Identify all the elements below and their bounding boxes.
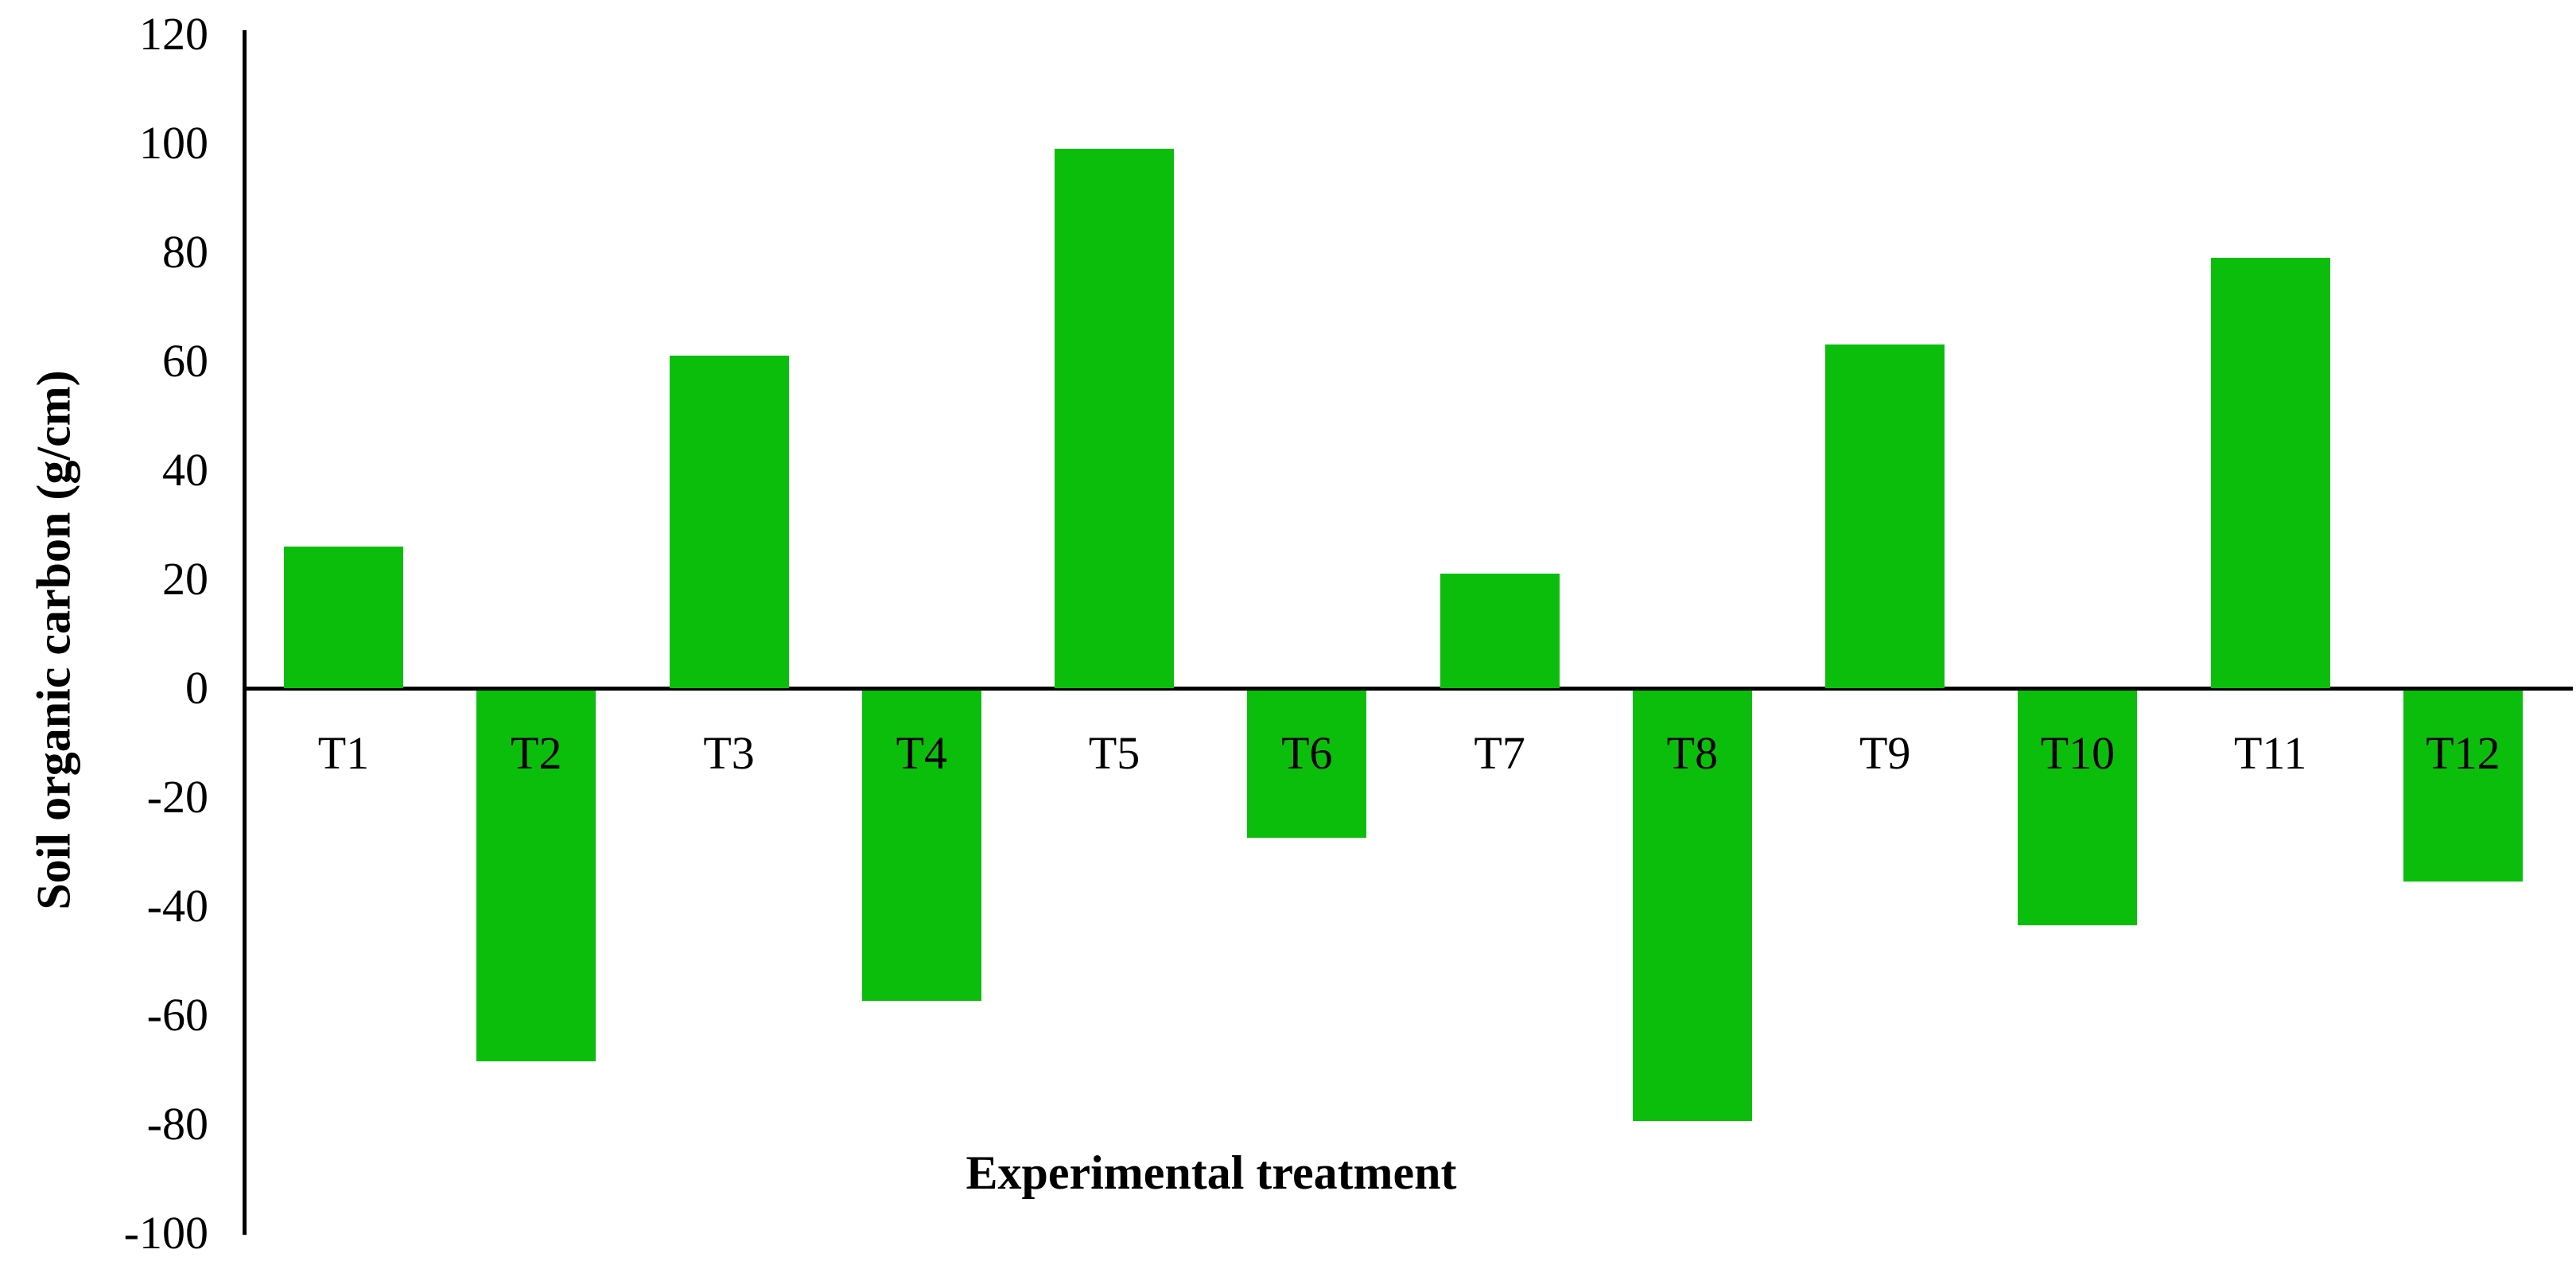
y-tick-label: -100 <box>123 1207 208 1259</box>
bar-T9 <box>1825 344 1945 688</box>
y-tick-label: 120 <box>139 8 208 60</box>
y-axis-line <box>243 30 247 1235</box>
bar-T7 <box>1440 574 1560 688</box>
category-label-T6: T6 <box>1281 727 1333 779</box>
y-tick-label: 60 <box>162 335 208 387</box>
bar-T3 <box>669 356 789 688</box>
y-tick-label: 100 <box>139 117 208 169</box>
y-tick-label: 20 <box>162 553 208 605</box>
bar-T4 <box>861 691 981 1002</box>
x-axis-title: Experimental treatment <box>966 1146 1457 1199</box>
y-tick-label: -60 <box>146 989 208 1041</box>
category-label-T12: T12 <box>2426 727 2500 779</box>
y-tick-label: 40 <box>162 444 208 496</box>
category-label-T9: T9 <box>1859 727 1911 779</box>
category-label-T10: T10 <box>2040 727 2116 779</box>
bar-T1 <box>284 546 403 688</box>
y-tick-label: 0 <box>185 662 208 714</box>
category-label-T2: T2 <box>511 727 562 779</box>
y-tick-label: 80 <box>162 226 208 278</box>
category-label-T11: T11 <box>2234 727 2307 779</box>
category-label-T8: T8 <box>1666 727 1719 779</box>
bar-T6 <box>1247 691 1367 838</box>
y-tick-label: -80 <box>146 1098 208 1150</box>
bar-T11 <box>2210 257 2330 688</box>
category-label-T5: T5 <box>1088 727 1140 779</box>
bar-T10 <box>2018 691 2138 925</box>
bar-T2 <box>476 691 596 1061</box>
category-label-T7: T7 <box>1474 727 1525 779</box>
bar-T8 <box>1632 691 1752 1122</box>
bar-T12 <box>2403 691 2523 882</box>
category-label-T4: T4 <box>896 727 948 779</box>
x-axis-line <box>243 687 2573 691</box>
bar-T5 <box>1055 148 1175 688</box>
category-label-T3: T3 <box>703 727 755 779</box>
y-tick-label: -40 <box>146 880 208 932</box>
category-label-T1: T1 <box>317 727 370 779</box>
y-tick-label: -20 <box>146 771 208 823</box>
